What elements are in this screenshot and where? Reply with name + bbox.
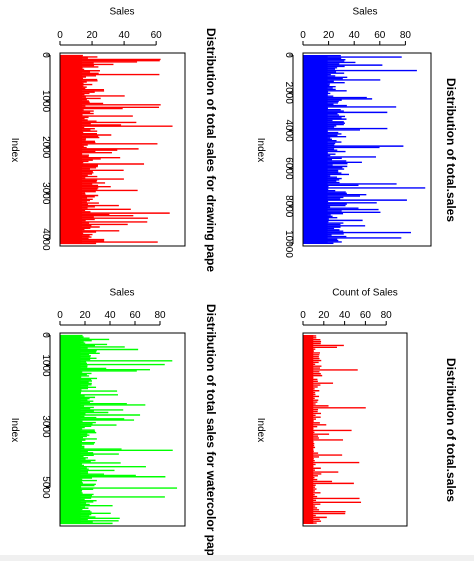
plot-frame	[302, 52, 432, 247]
y-tick-label: 2000	[283, 82, 294, 105]
x-tick-label: 0	[300, 310, 306, 321]
x-tick-label: 80	[400, 30, 412, 41]
data-bulk-area	[303, 335, 314, 524]
y-tick-label: 4000	[283, 119, 294, 142]
y-axis-label: Index	[255, 418, 266, 442]
data-bulk-area	[60, 55, 83, 244]
x-tick-label: 40	[349, 30, 361, 41]
data-bulk-area	[303, 55, 328, 244]
y-tick-label: 3000	[40, 182, 51, 205]
x-tick-label: 0	[57, 30, 63, 41]
plot-frame	[302, 332, 408, 527]
y-tick-label: 3000	[40, 415, 51, 438]
x-tick-label: 20	[323, 30, 335, 41]
chart-title: Distribution of total sales for drawing …	[204, 28, 218, 272]
y-tick-label: 5000	[40, 476, 51, 499]
x-tick-label: 0	[57, 310, 63, 321]
data-bulk-area	[60, 335, 81, 524]
x-tick-label: 40	[339, 310, 351, 321]
plot-frame	[59, 52, 186, 247]
x-tick-label: 60	[360, 310, 372, 321]
y-tick-label: 0	[40, 52, 51, 58]
x-tick-label: 40	[119, 30, 131, 41]
x-tick-label: 20	[86, 30, 98, 41]
y-tick-label: 8000	[283, 195, 294, 218]
x-tick-label: 20	[79, 310, 91, 321]
x-tick-label: 20	[318, 310, 330, 321]
x-tick-label: 0	[300, 30, 306, 41]
chart-title: Distribution of total.sales	[444, 78, 458, 222]
y-tick-label: 10000	[283, 230, 294, 258]
x-tick-label: 60	[374, 30, 386, 41]
y-tick-label: 0	[40, 332, 51, 338]
y-tick-label: 1000	[40, 90, 51, 113]
y-axis-label: Index	[9, 418, 20, 442]
x-axis-label: Sales	[352, 6, 377, 17]
x-tick-label: 80	[154, 310, 166, 321]
x-axis-label: Sales	[109, 287, 134, 298]
x-axis-label: Sales	[109, 6, 134, 17]
chart-title: Distribution of total.sales	[444, 358, 458, 502]
y-tick-label: 4000	[40, 228, 51, 251]
y-axis-label: Index	[9, 138, 20, 162]
y-tick-label: 2000	[40, 136, 51, 159]
bottom-divider	[0, 555, 474, 561]
x-tick-label: 40	[104, 310, 116, 321]
x-tick-label: 60	[129, 310, 141, 321]
y-axis-label: Index	[255, 138, 266, 162]
x-axis-label: Count of Sales	[332, 287, 398, 298]
plot-frame	[59, 332, 186, 527]
chart-title: Distribution of total sales for watercol…	[204, 304, 218, 556]
y-tick-label: 6000	[283, 157, 294, 180]
y-tick-label: 1000	[40, 354, 51, 377]
y-tick-label: 0	[283, 52, 294, 58]
x-tick-label: 80	[381, 310, 393, 321]
x-tick-label: 60	[151, 30, 163, 41]
